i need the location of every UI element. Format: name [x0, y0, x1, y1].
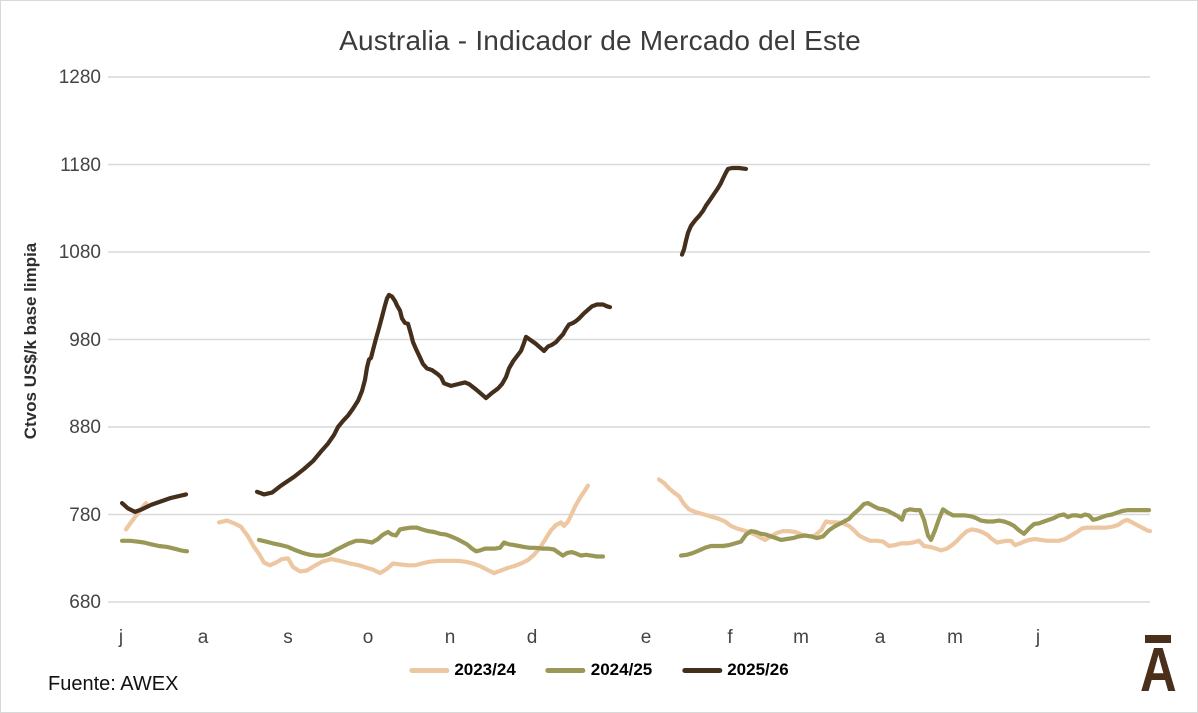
- series-line-2023-24-seg2: [216, 483, 591, 576]
- series-line-2024-25-seg2: [256, 525, 606, 559]
- series-line-2023-24-seg1: [123, 501, 149, 532]
- y-tick-label-680: 680: [69, 592, 101, 613]
- x-tick-label-e: e: [640, 627, 652, 648]
- x-tick-label-d: d: [526, 627, 538, 648]
- series-line-2024-25-seg1: [119, 538, 190, 554]
- chart-title: Australia - Indicador de Mercado del Est…: [339, 25, 861, 56]
- legend: 2023/24 2024/25 2025/26: [409, 660, 789, 680]
- legend-swatch-2024-25: [545, 667, 586, 673]
- x-tick-label-a: a: [874, 627, 886, 648]
- series-line-2025-26-seg3: [679, 165, 749, 257]
- logo-a-macron: A: [1137, 635, 1179, 705]
- x-tick-label-j: j: [118, 627, 124, 648]
- legend-item-2025-26: 2025/26: [682, 660, 789, 680]
- legend-swatch-2025-26: [682, 667, 723, 673]
- x-tick-label-a: a: [197, 627, 209, 648]
- x-tick-label-n: n: [444, 627, 456, 648]
- x-tick-label-o: o: [362, 627, 374, 648]
- series-line-2024-25-seg3: [678, 501, 1152, 558]
- y-tick-label-980: 980: [69, 329, 101, 351]
- y-tick-label-1180: 1180: [60, 154, 101, 176]
- logo-letter: A: [1139, 636, 1177, 705]
- x-tick-label-f: f: [727, 627, 733, 648]
- x-tick-label-s: s: [283, 627, 293, 648]
- y-tick-label-1080: 1080: [58, 242, 101, 263]
- y-tick-label-880: 880: [69, 417, 101, 438]
- legend-label-2024-25: 2024/25: [590, 660, 653, 679]
- y-tick-label-1280: 1280: [58, 67, 101, 88]
- series-line-2023-24-seg3: [656, 477, 1153, 553]
- y-tick-label-780: 780: [69, 504, 101, 526]
- x-tick-label-m: m: [793, 627, 809, 648]
- legend-item-2023-24: 2023/24: [409, 660, 516, 680]
- x-tick-label-m: m: [947, 627, 963, 648]
- source-text: Fuente: AWEX: [48, 673, 179, 695]
- series-line-2025-26-seg1: [119, 492, 189, 514]
- logo-macron-bar: [1145, 635, 1171, 643]
- legend-label-2025-26: 2025/26: [727, 660, 789, 679]
- legend-swatch-2023-24: [409, 667, 450, 673]
- x-tick-label-j: j: [1035, 627, 1041, 648]
- legend-item-2024-25: 2024/25: [545, 660, 653, 680]
- series-line-2025-26-seg2: [254, 292, 613, 497]
- legend-label-2023-24: 2023/24: [454, 660, 516, 679]
